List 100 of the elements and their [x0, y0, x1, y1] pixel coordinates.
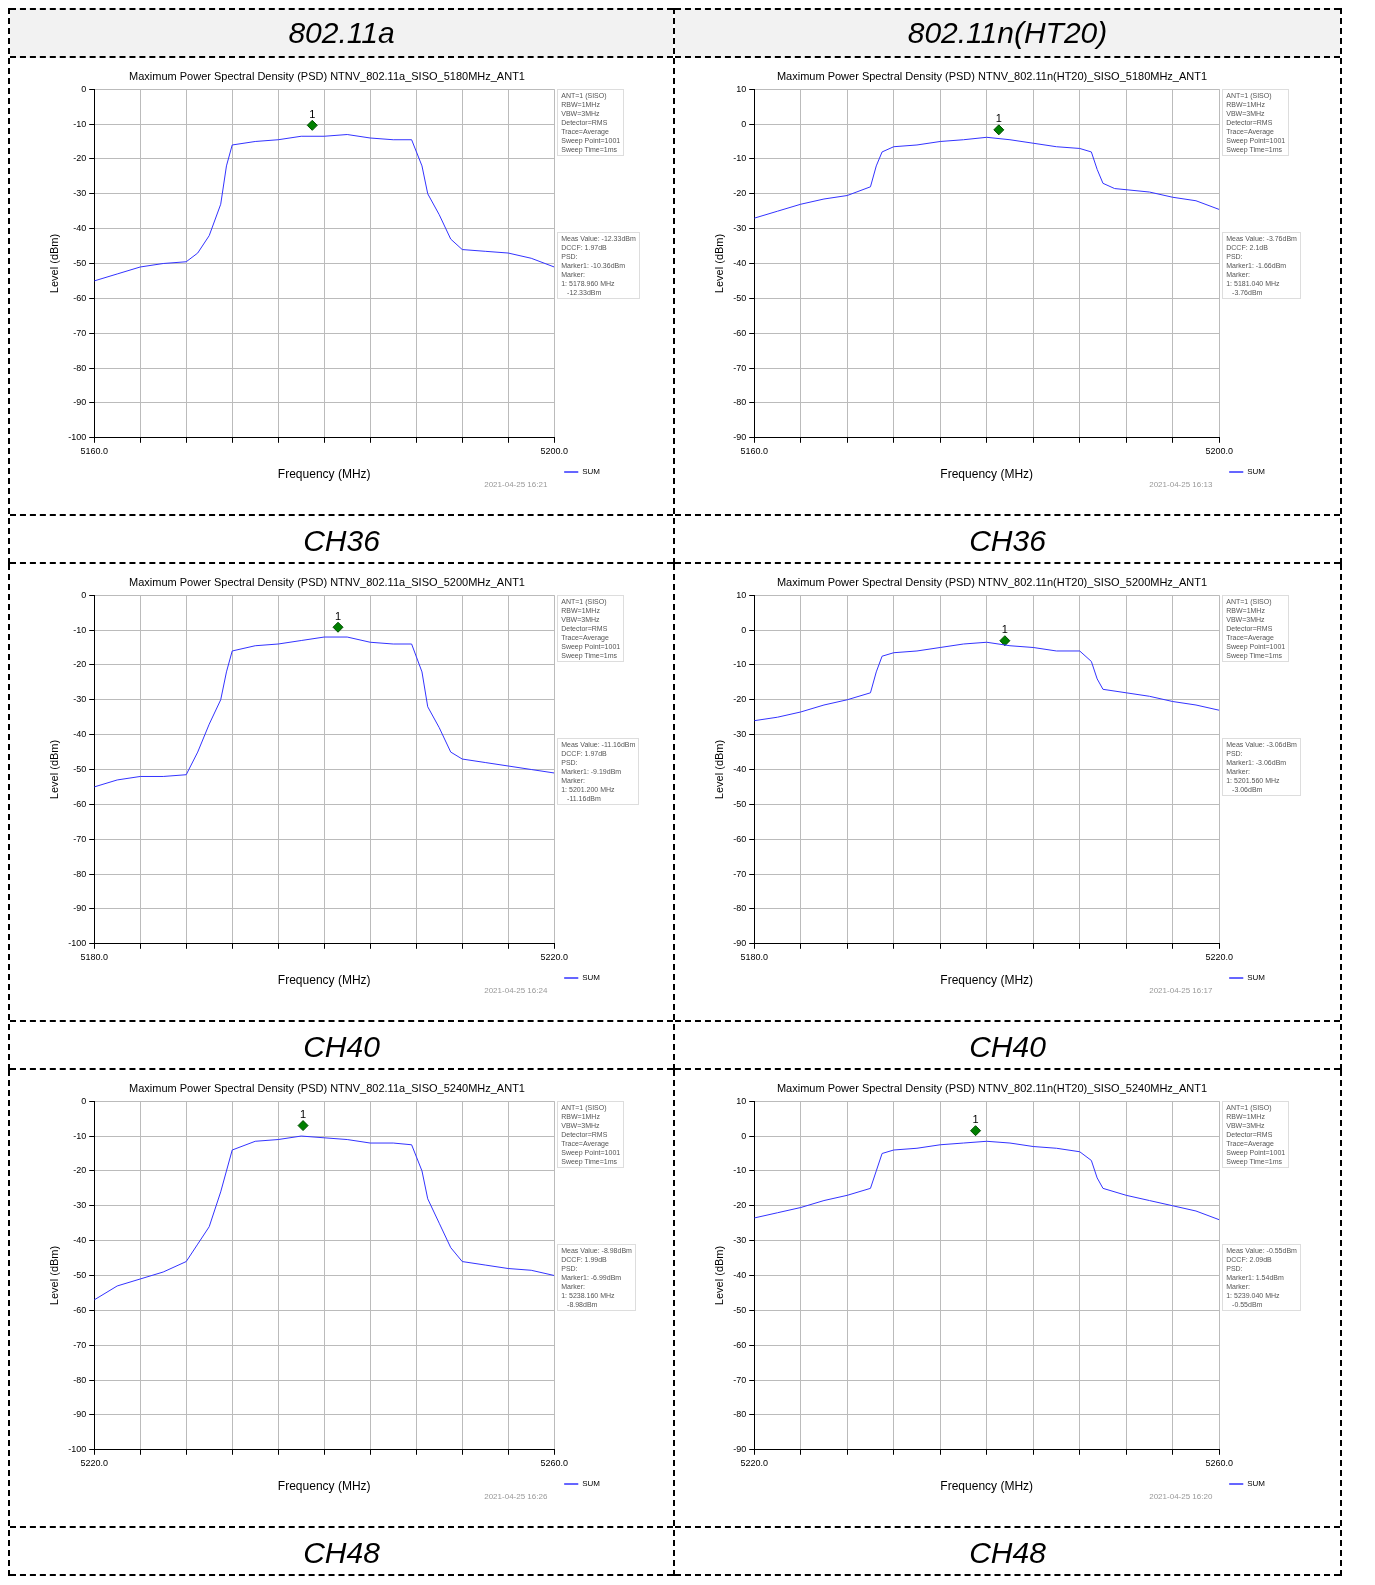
y-tick-label: -60: [733, 327, 747, 338]
y-tick-label: 10: [736, 589, 747, 600]
y-tick-label: -10: [73, 118, 87, 129]
y-tick-label: -50: [73, 257, 87, 268]
y-tick-label: -10: [733, 153, 747, 164]
y-tick-label: -20: [73, 1165, 87, 1176]
y-tick-label: -30: [733, 1235, 747, 1246]
y-tick-label: -100: [68, 432, 87, 443]
y-tick-label: 0: [81, 589, 87, 600]
x-tick-label: 5160.0: [80, 445, 108, 456]
y-tick-label: 0: [81, 1095, 87, 1106]
y-tick-label: -40: [733, 257, 747, 268]
annotation: 1: [299, 1108, 307, 1121]
y-tick-label: 10: [736, 1095, 747, 1106]
x-axis-title: Frequency (MHz): [277, 467, 371, 482]
x-tick-label: 5200.0: [540, 445, 568, 456]
y-tick-label: -30: [73, 188, 87, 199]
y-tick-label: -70: [733, 1374, 747, 1385]
annotation: 1: [972, 1113, 979, 1126]
y-tick-label: -10: [73, 624, 87, 635]
y-tick-label: -90: [733, 432, 747, 443]
y-tick-label: -40: [733, 1269, 747, 1280]
chart-title: Maximum Power Spectral Density (PSD) NTNV_802.11n(HT20)_SISO_5240MHz_ANT1: [776, 1081, 1208, 1094]
y-tick-label: -40: [73, 1235, 87, 1246]
text: 802.11n(HT20): [675, 8, 1340, 58]
text: 2021-04-25 16:20: [1149, 1492, 1213, 1501]
y-tick-label: -40: [73, 223, 87, 234]
y-tick-label: -80: [73, 868, 87, 879]
chart-title: Maximum Power Spectral Density (PSD) NTNV_802.11n(HT20)_SISO_5180MHz_ANT1: [776, 69, 1208, 82]
y-axis-title: Level (dBm): [712, 233, 725, 294]
x-tick-label: 5180.0: [740, 951, 768, 962]
y-tick-label: 0: [741, 624, 747, 635]
y-tick-label: -50: [733, 798, 747, 809]
text: CH40: [675, 1020, 1340, 1070]
y-tick-label: -90: [73, 397, 87, 408]
y-tick-label: -30: [733, 729, 747, 740]
y-tick-label: -20: [733, 188, 747, 199]
y-tick-label: -70: [73, 1339, 87, 1350]
y-axis-title: Level (dBm): [712, 739, 725, 800]
x-tick-label: 5220.0: [540, 951, 568, 962]
x-tick-label: 5180.0: [80, 951, 108, 962]
y-tick-label: -30: [73, 694, 87, 705]
text: CH48: [10, 1526, 673, 1576]
chart-title: Maximum Power Spectral Density (PSD) NTNV_802.11a_SISO_5200MHz_ANT1: [129, 575, 525, 588]
x-axis-title: Frequency (MHz): [277, 973, 371, 988]
y-tick-label: -70: [733, 362, 747, 373]
legend-label: SUM: [1247, 973, 1266, 983]
y-tick-label: -30: [733, 223, 747, 234]
y-tick-label: -50: [73, 1269, 87, 1280]
y-tick-label: -100: [68, 938, 87, 949]
legend-label: SUM: [582, 467, 601, 477]
y-tick-label: -70: [73, 833, 87, 844]
text: 2021-04-25 16:24: [484, 986, 548, 995]
y-tick-label: -50: [733, 292, 747, 303]
y-tick-label: -80: [733, 1409, 747, 1420]
x-tick-label: 5200.0: [1205, 445, 1233, 456]
y-tick-label: -20: [733, 694, 747, 705]
y-tick-label: -70: [73, 327, 87, 338]
text: 2021-04-25 16:13: [1149, 480, 1213, 489]
y-tick-label: -80: [733, 903, 747, 914]
x-tick-label: 5220.0: [80, 1457, 108, 1468]
y-tick-label: -80: [73, 362, 87, 373]
y-tick-label: -20: [733, 1200, 747, 1211]
text: CH36: [10, 514, 673, 564]
y-tick-label: 0: [741, 118, 747, 129]
y-tick-label: -10: [733, 659, 747, 670]
y-axis-title: Level (dBm): [47, 739, 60, 800]
y-tick-label: -80: [733, 397, 747, 408]
y-axis-title: Level (dBm): [47, 233, 60, 294]
y-tick-label: -80: [73, 1374, 87, 1385]
text: 2021-04-25 16:26: [484, 1492, 548, 1501]
legend-label: SUM: [1247, 467, 1266, 477]
x-tick-label: 5220.0: [1205, 951, 1233, 962]
chart-title: Maximum Power Spectral Density (PSD) NTNV_802.11n(HT20)_SISO_5200MHz_ANT1: [776, 575, 1208, 588]
y-tick-label: -60: [73, 798, 87, 809]
x-tick-label: 5260.0: [540, 1457, 568, 1468]
y-axis-title: Level (dBm): [47, 1245, 60, 1306]
y-tick-label: 0: [81, 83, 87, 94]
x-tick-label: 5220.0: [740, 1457, 768, 1468]
y-tick-label: -60: [73, 292, 87, 303]
text: 802.11a: [10, 8, 673, 58]
y-tick-label: -50: [733, 1304, 747, 1315]
text: CH36: [675, 514, 1340, 564]
x-tick-label: 5260.0: [1205, 1457, 1233, 1468]
x-tick-label: 5160.0: [740, 445, 768, 456]
x-axis-title: Frequency (MHz): [940, 467, 1034, 482]
y-tick-label: 10: [736, 83, 747, 94]
annotation: 1: [334, 609, 342, 622]
legend-label: SUM: [582, 1479, 601, 1489]
y-tick-label: -50: [73, 763, 87, 774]
chart-title: Maximum Power Spectral Density (PSD) NTNV_802.11a_SISO_5180MHz_ANT1: [129, 69, 525, 82]
x-axis-title: Frequency (MHz): [277, 1479, 371, 1494]
y-tick-label: -90: [733, 1444, 747, 1455]
y-tick-label: 0: [741, 1130, 747, 1141]
y-tick-label: -90: [733, 938, 747, 949]
y-tick-label: -90: [73, 903, 87, 914]
y-tick-label: -60: [733, 833, 747, 844]
y-tick-label: -60: [733, 1339, 747, 1350]
text: 2021-04-25 16:17: [1149, 986, 1213, 995]
text: 2021-04-25 16:21: [484, 480, 548, 489]
